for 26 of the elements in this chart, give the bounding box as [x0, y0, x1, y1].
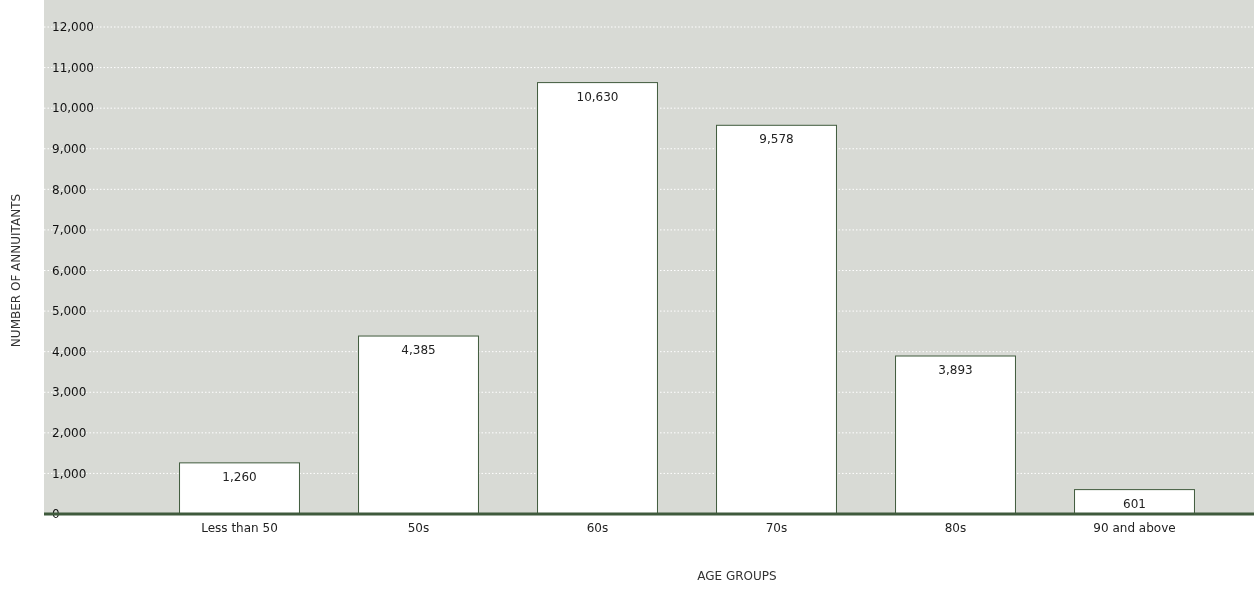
y-tick-label: 1,000 [52, 466, 87, 481]
y-tick-label: 5,000 [52, 304, 87, 319]
y-tick-label: 2,000 [52, 426, 87, 441]
y-tick-label: 3,000 [52, 385, 87, 400]
x-tick-label: Less than 50 [201, 521, 278, 535]
data-label: 1,260 [222, 469, 257, 484]
x-tick-label: 60s [586, 521, 609, 535]
x-tick-label: 80s [944, 521, 967, 535]
data-label: 9,578 [759, 132, 794, 147]
x-axis-title: AGE GROUPS [697, 569, 777, 583]
y-tick-label: 4,000 [52, 344, 87, 359]
y-tick-label: 6,000 [52, 263, 87, 278]
x-tick-label: 90 and above [1093, 521, 1176, 535]
x-tick-label: 50s [407, 521, 430, 535]
data-label: 10,630 [576, 89, 619, 104]
y-tick-label: 7,000 [52, 223, 87, 238]
y-tick-label: 10,000 [52, 101, 94, 116]
y-tick-label: 8,000 [52, 182, 87, 197]
data-label: 601 [1123, 496, 1146, 511]
data-label: 4,385 [401, 343, 436, 358]
y-tick-label: 9,000 [52, 141, 87, 156]
data-label: 3,893 [938, 363, 973, 378]
x-tick-label: 70s [765, 521, 788, 535]
y-tick-label: 11,000 [52, 60, 94, 75]
y-axis-title: NUMBER OF ANNUITANTS [9, 193, 23, 348]
y-tick-label: 12,000 [52, 20, 94, 35]
